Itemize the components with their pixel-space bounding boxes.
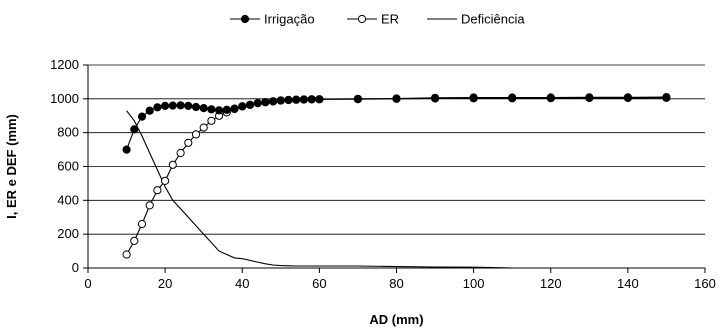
irrigacao-point (153, 103, 162, 112)
irrigacao-point (431, 94, 440, 103)
irrigacao-point (168, 101, 177, 110)
irrigacao-point (253, 99, 262, 108)
y-tick-label: 800 (57, 125, 79, 140)
irrigacao-point (392, 94, 401, 103)
legend-label-0: Irrigação (264, 12, 315, 27)
irrigacao-point (215, 106, 224, 115)
series-line-2 (126, 110, 667, 269)
x-axis-title: AD (mm) (369, 312, 423, 327)
x-tick-label: 140 (617, 276, 639, 291)
axis-labels: 0 200 400 600 800 1000 1200 0 20 40 60 80 100 120 140 1… (50, 57, 716, 291)
er-point (153, 186, 162, 195)
er-point (122, 250, 131, 259)
irrigacao-point (315, 95, 324, 104)
irrigacao-point (469, 94, 478, 103)
y-tick-label: 600 (57, 159, 79, 174)
x-tick-label: 100 (463, 276, 485, 291)
irrigacao-point (276, 96, 285, 105)
x-tick-label: 0 (84, 276, 91, 291)
irrigacao-point (122, 145, 131, 154)
irrigacao-point (623, 93, 633, 103)
legend-label-1: ER (381, 12, 399, 27)
irrigacao-point (137, 112, 147, 121)
x-tick-label: 80 (389, 276, 403, 291)
x-tick-label: 120 (540, 276, 562, 291)
irrigacao-point (261, 98, 270, 107)
er-point (137, 219, 147, 229)
er-point (176, 148, 185, 158)
grid-lines (88, 64, 705, 235)
x-tick-label: 160 (694, 276, 716, 291)
y-axis-title: I, ER e DEF (mm) (4, 114, 19, 219)
legend-marker-0 (240, 14, 250, 24)
irrigacao-point (307, 95, 316, 104)
y-tick-label: 1000 (50, 91, 79, 106)
irrigacao-point (207, 105, 216, 114)
irrigacao-point (292, 95, 301, 104)
irrigacao-point (230, 104, 239, 113)
legend-marker-1 (357, 14, 367, 24)
y-tick-label: 400 (57, 192, 79, 207)
series-layer (122, 93, 671, 269)
irrigacao-point (145, 106, 154, 115)
er-point (207, 116, 216, 125)
irrigacao-point (585, 93, 594, 103)
irrigacao-point (508, 94, 517, 103)
irrigacao-point (353, 95, 362, 104)
irrigacao-point (222, 105, 231, 114)
er-point (184, 138, 193, 147)
irrigacao-point (161, 101, 170, 111)
x-tick-label: 60 (312, 276, 326, 291)
x-tick-label: 40 (235, 276, 249, 291)
irrigacao-point (199, 104, 208, 113)
er-point (130, 236, 139, 245)
er-point (199, 123, 208, 132)
irrigacao-point (191, 102, 201, 112)
x-tick-label: 20 (158, 276, 172, 291)
er-point (191, 130, 201, 139)
irrigacao-point (238, 102, 247, 111)
y-tick-label: 0 (72, 260, 79, 275)
irrigacao-point (299, 95, 308, 104)
irrigacao-point (184, 101, 193, 111)
irrigacao-point (176, 101, 185, 110)
irrigacao-point (245, 100, 255, 109)
legend: Irrigação ER Deficiência (230, 12, 525, 27)
irrigacao-point (130, 125, 139, 134)
irrigacao-point (269, 97, 278, 106)
er-point (168, 160, 177, 169)
er-point (145, 201, 154, 210)
irrigacao-point (284, 95, 293, 105)
er-point (161, 176, 170, 185)
irrigacao-point (546, 94, 555, 103)
legend-label-2: Deficiência (461, 12, 525, 27)
y-tick-label: 200 (57, 226, 79, 241)
irrigacao-point (662, 93, 671, 102)
y-tick-label: 1200 (50, 57, 79, 72)
